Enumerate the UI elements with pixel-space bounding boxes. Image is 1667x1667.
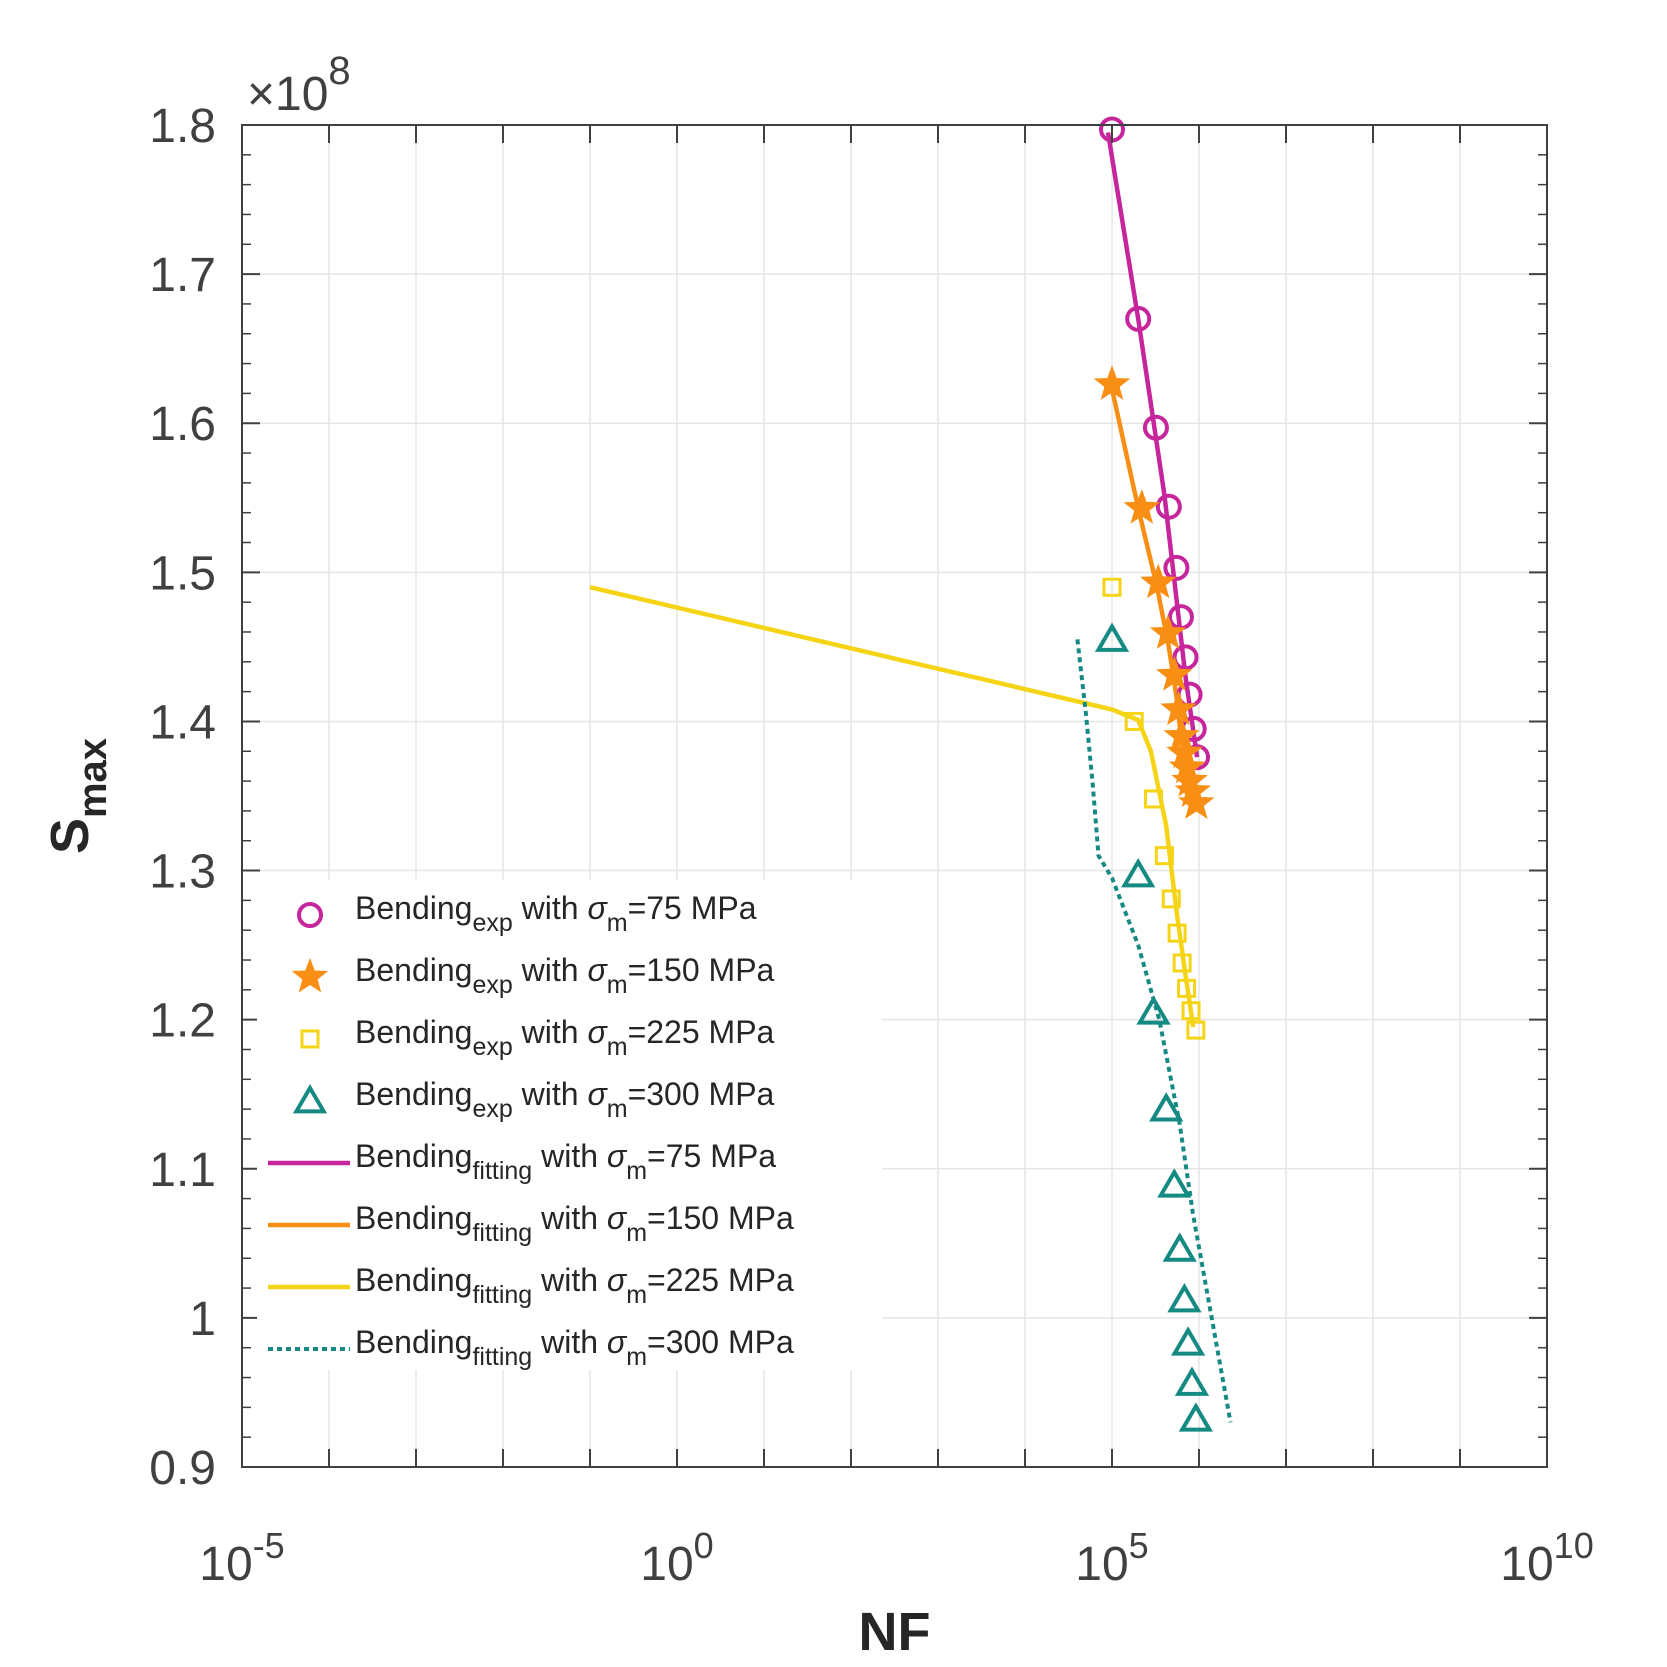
- grid: [241, 124, 1548, 1468]
- legend-box: [257, 880, 882, 1370]
- axes-box: [241, 124, 1548, 1468]
- y-tick-label: 1.3: [149, 846, 216, 899]
- data-point: [1142, 414, 1169, 441]
- data-point: [1093, 365, 1131, 400]
- x-tick-label: 100: [640, 1525, 713, 1591]
- data-point: [1157, 1168, 1192, 1198]
- data-point: [1121, 858, 1156, 888]
- y-tick-label: 1.1: [149, 1144, 216, 1197]
- data-point: [1172, 953, 1192, 973]
- axes: 10-5 100 105 1010 0.9 1 1.1 1.2 1.3 1.4 1.5 1.6 1.7 1…: [40, 49, 1594, 1662]
- y-exponent-label: ×108: [247, 49, 351, 121]
- data-point: [1140, 563, 1177, 599]
- legend: Bendingexp with σm=75 MPa Bendingexp with…: [257, 880, 882, 1371]
- series-fitting-line: [589, 585, 1196, 1028]
- series-fitting-line: [1105, 132, 1200, 758]
- legend-item: Bendingfitting with σm=300 MPa: [268, 1324, 794, 1371]
- x-tick-label: 105: [1075, 1525, 1148, 1591]
- data-point: [1154, 846, 1174, 866]
- y-tick-label: 1.4: [149, 696, 216, 749]
- data-point: [1167, 923, 1187, 943]
- series-exp-markers: [1102, 577, 1206, 1040]
- legend-label: Bendingexp with σm=75 MPa: [355, 890, 757, 937]
- data-point: [1178, 784, 1215, 819]
- legend-label: Bendingexp with σm=225 MPa: [355, 1014, 775, 1061]
- data-point: [1163, 554, 1190, 581]
- data-point: [297, 902, 323, 928]
- legend-label: Bendingexp with σm=150 MPa: [355, 952, 775, 999]
- data-point: [1181, 1001, 1201, 1021]
- data-point: [300, 1029, 320, 1049]
- series-exp-markers: [1093, 365, 1215, 819]
- data-point: [1149, 614, 1187, 649]
- legend-label: Bendingfitting with σm=150 MPa: [355, 1200, 794, 1247]
- data-point: [1186, 1020, 1206, 1040]
- x-axis-title: NF: [859, 1602, 931, 1662]
- y-tick-label: 1.8: [149, 100, 216, 153]
- data-point: [1123, 489, 1161, 524]
- legend-label: Bendingfitting with σm=75 MPa: [355, 1138, 776, 1185]
- legend-item: Bendingfitting with σm=225 MPa: [268, 1262, 794, 1309]
- series-exp-markers: [1094, 622, 1213, 1432]
- legend-label: Bendingfitting with σm=300 MPa: [355, 1324, 794, 1371]
- data-point: [1162, 1232, 1197, 1262]
- data-point: [1102, 577, 1122, 597]
- legend-item: Bendingexp with σm=225 MPa: [300, 1014, 775, 1061]
- legend-item: Bendingfitting with σm=75 MPa: [268, 1138, 776, 1185]
- data-point: [1177, 978, 1197, 998]
- data-point: [1167, 1283, 1202, 1313]
- legend-label: Bendingfitting with σm=225 MPa: [355, 1262, 794, 1309]
- legend-item: Bendingexp with σm=75 MPa: [297, 890, 757, 937]
- legend-item: Bendingfitting with σm=150 MPa: [268, 1200, 794, 1247]
- data-point: [1149, 1092, 1184, 1122]
- data-point: [1174, 1366, 1210, 1396]
- y-tick-label: 1.2: [149, 995, 216, 1048]
- data-point: [1125, 305, 1152, 332]
- legend-item: Bendingexp with σm=300 MPa: [292, 1076, 775, 1123]
- y-tick-label: 1.7: [149, 249, 216, 302]
- series-fitting-line: [1075, 639, 1233, 1423]
- data-point: [1160, 690, 1197, 726]
- y-tick-label: 0.9: [149, 1442, 216, 1495]
- data-point: [1136, 995, 1171, 1025]
- fitting-line: [1105, 132, 1200, 758]
- series-layer: [589, 116, 1233, 1432]
- y-tick-label: 1.6: [149, 398, 216, 451]
- data-point: [1144, 789, 1164, 809]
- data-point: [1170, 1326, 1206, 1356]
- data-point: [1094, 622, 1130, 652]
- data-point: [1124, 711, 1144, 731]
- y-tick-label: 1: [189, 1293, 216, 1346]
- x-tick-label: 1010: [1500, 1525, 1593, 1591]
- data-point: [291, 957, 329, 993]
- y-tick-label: 1.5: [149, 547, 216, 600]
- x-tick-label: 10-5: [199, 1525, 284, 1591]
- data-point: [1155, 493, 1182, 520]
- legend-item: Bendingexp with σm=150 MPa: [291, 952, 775, 999]
- legend-label: Bendingexp with σm=300 MPa: [355, 1076, 775, 1123]
- data-point: [292, 1084, 328, 1114]
- fitting-line: [1075, 639, 1233, 1423]
- data-point: [1161, 889, 1181, 909]
- data-point: [1156, 656, 1193, 691]
- fitting-line: [589, 585, 1196, 1028]
- data-point: [1178, 1402, 1213, 1432]
- y-axis-title: Smax: [40, 738, 115, 854]
